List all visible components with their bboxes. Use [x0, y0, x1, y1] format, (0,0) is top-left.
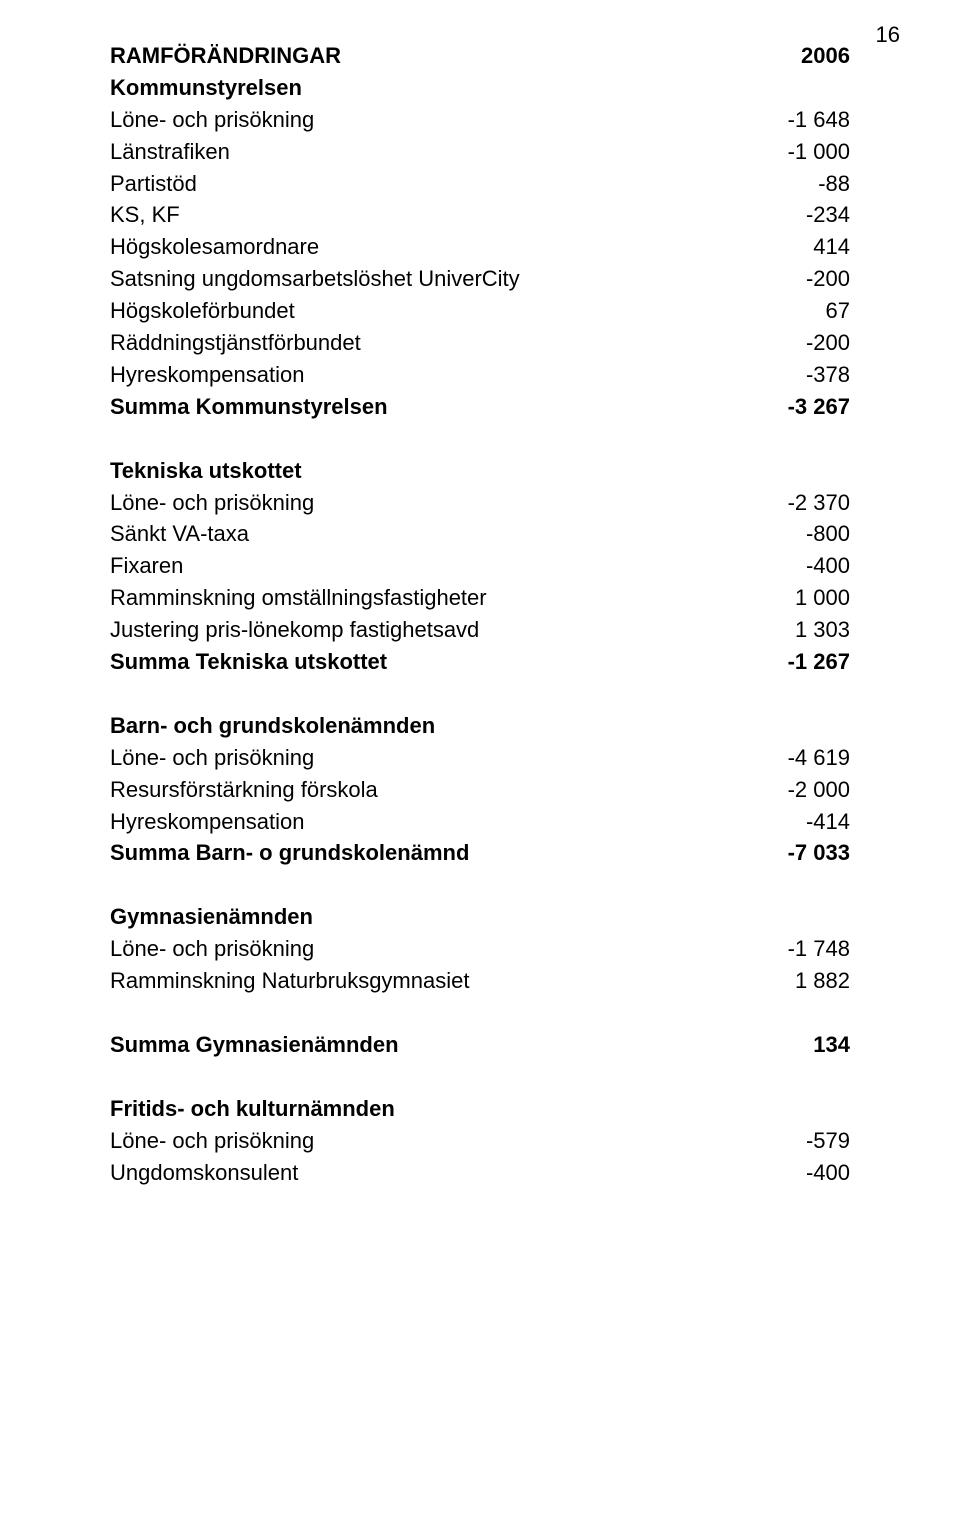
line-item-row: Löne- och prisökning -1 748: [110, 933, 850, 965]
line-item-row: Resursförstärkning förskola -2 000: [110, 774, 850, 806]
line-item-value: 1 882: [760, 965, 850, 997]
line-item-label: KS, KF: [110, 199, 180, 231]
line-item-label: Justering pris-lönekomp fastighetsavd: [110, 614, 479, 646]
line-item-row: Länstrafiken -1 000: [110, 136, 850, 168]
line-item-value: 1 303: [760, 614, 850, 646]
spacer: [110, 997, 850, 1029]
line-item-label: Högskoleförbundet: [110, 295, 295, 327]
line-item-value: 67: [760, 295, 850, 327]
line-item-row: Löne- och prisökning -2 370: [110, 487, 850, 519]
line-item-value: -400: [760, 550, 850, 582]
line-item-value: -234: [760, 199, 850, 231]
section-total-row: Summa Tekniska utskottet -1 267: [110, 646, 850, 678]
section-total-value: -3 267: [760, 391, 850, 423]
line-item-row: Fixaren -400: [110, 550, 850, 582]
line-item-value: -378: [760, 359, 850, 391]
line-item-label: Löne- och prisökning: [110, 487, 314, 519]
line-item-label: Ramminskning omställningsfastigheter: [110, 582, 487, 614]
line-item-label: Löne- och prisökning: [110, 742, 314, 774]
line-item-label: Löne- och prisökning: [110, 933, 314, 965]
line-item-row: Räddningstjänstförbundet -200: [110, 327, 850, 359]
spacer: [110, 678, 850, 710]
section-subheader-label: Tekniska utskottet: [110, 455, 302, 487]
line-item-value: -1 648: [760, 104, 850, 136]
line-item-value: -400: [760, 1157, 850, 1189]
section-total-label: Summa Gymnasienämnden: [110, 1029, 399, 1061]
line-item-label: Räddningstjänstförbundet: [110, 327, 361, 359]
line-item-row: Partistöd -88: [110, 168, 850, 200]
line-item-row: Ungdomskonsulent -400: [110, 1157, 850, 1189]
line-item-value: -1 748: [760, 933, 850, 965]
line-item-value: -4 619: [760, 742, 850, 774]
line-item-value: -579: [760, 1125, 850, 1157]
line-item-value: -200: [760, 263, 850, 295]
line-item-row: Löne- och prisökning -1 648: [110, 104, 850, 136]
section-total-value: -1 267: [760, 646, 850, 678]
document-content: RAMFÖRÄNDRINGAR2006KommunstyrelsenLöne- …: [110, 40, 850, 1189]
line-item-label: Hyreskompensation: [110, 359, 304, 391]
line-item-value: -2 000: [760, 774, 850, 806]
section-header-label: RAMFÖRÄNDRINGAR: [110, 40, 341, 72]
section-subheader-label: Barn- och grundskolenämnden: [110, 710, 435, 742]
section-subheader-row: Kommunstyrelsen: [110, 72, 850, 104]
line-item-label: Ungdomskonsulent: [110, 1157, 298, 1189]
line-item-value: 1 000: [760, 582, 850, 614]
line-item-row: Ramminskning Naturbruksgymnasiet 1 882: [110, 965, 850, 997]
line-item-label: Hyreskompensation: [110, 806, 304, 838]
line-item-label: Satsning ungdomsarbetslöshet UniverCity: [110, 263, 520, 295]
section-header-row: RAMFÖRÄNDRINGAR 2006: [110, 40, 850, 72]
section-total-label: Summa Tekniska utskottet: [110, 646, 387, 678]
line-item-label: Resursförstärkning förskola: [110, 774, 378, 806]
line-item-label: Fixaren: [110, 550, 183, 582]
section-subheader-label: Fritids- och kulturnämnden: [110, 1093, 395, 1125]
section-subheader-row: Gymnasienämnden: [110, 901, 850, 933]
section-total-row: Summa Barn- o grundskolenämnd -7 033: [110, 837, 850, 869]
spacer: [110, 869, 850, 901]
line-item-label: Högskolesamordnare: [110, 231, 319, 263]
section-subheader-label: Gymnasienämnden: [110, 901, 313, 933]
section-subheader-row: Barn- och grundskolenämnden: [110, 710, 850, 742]
section-total-row: Summa Gymnasienämnden 134: [110, 1029, 850, 1061]
line-item-label: Ramminskning Naturbruksgymnasiet: [110, 965, 469, 997]
line-item-value: -800: [760, 518, 850, 550]
line-item-label: Löne- och prisökning: [110, 104, 314, 136]
line-item-label: Partistöd: [110, 168, 197, 200]
line-item-row: Löne- och prisökning -579: [110, 1125, 850, 1157]
spacer: [110, 1061, 850, 1093]
page-number: 16: [876, 22, 900, 48]
line-item-label: Länstrafiken: [110, 136, 230, 168]
line-item-row: Löne- och prisökning -4 619: [110, 742, 850, 774]
line-item-row: Högskoleförbundet 67: [110, 295, 850, 327]
section-total-label: Summa Kommunstyrelsen: [110, 391, 388, 423]
section-total-label: Summa Barn- o grundskolenämnd: [110, 837, 469, 869]
spacer: [110, 423, 850, 455]
line-item-row: Sänkt VA-taxa -800: [110, 518, 850, 550]
line-item-value: -414: [760, 806, 850, 838]
section-subheader-row: Tekniska utskottet: [110, 455, 850, 487]
line-item-row: Satsning ungdomsarbetslöshet UniverCity -…: [110, 263, 850, 295]
line-item-value: 414: [760, 231, 850, 263]
section-total-value: 134: [760, 1029, 850, 1061]
line-item-label: Sänkt VA-taxa: [110, 518, 249, 550]
line-item-row: Justering pris-lönekomp fastighetsavd 1 3…: [110, 614, 850, 646]
document-page: 16 RAMFÖRÄNDRINGAR2006KommunstyrelsenLön…: [0, 0, 960, 1527]
line-item-row: Hyreskompensation -414: [110, 806, 850, 838]
line-item-value: -1 000: [760, 136, 850, 168]
line-item-row: Hyreskompensation -378: [110, 359, 850, 391]
line-item-value: -200: [760, 327, 850, 359]
line-item-row: KS, KF -234: [110, 199, 850, 231]
section-subheader-label: Kommunstyrelsen: [110, 72, 302, 104]
line-item-row: Högskolesamordnare 414: [110, 231, 850, 263]
line-item-label: Löne- och prisökning: [110, 1125, 314, 1157]
section-total-value: -7 033: [760, 837, 850, 869]
line-item-value: -2 370: [760, 487, 850, 519]
section-total-row: Summa Kommunstyrelsen -3 267: [110, 391, 850, 423]
line-item-row: Ramminskning omställningsfastigheter 1 00…: [110, 582, 850, 614]
section-subheader-row: Fritids- och kulturnämnden: [110, 1093, 850, 1125]
line-item-value: -88: [760, 168, 850, 200]
section-header-value: 2006: [760, 40, 850, 72]
